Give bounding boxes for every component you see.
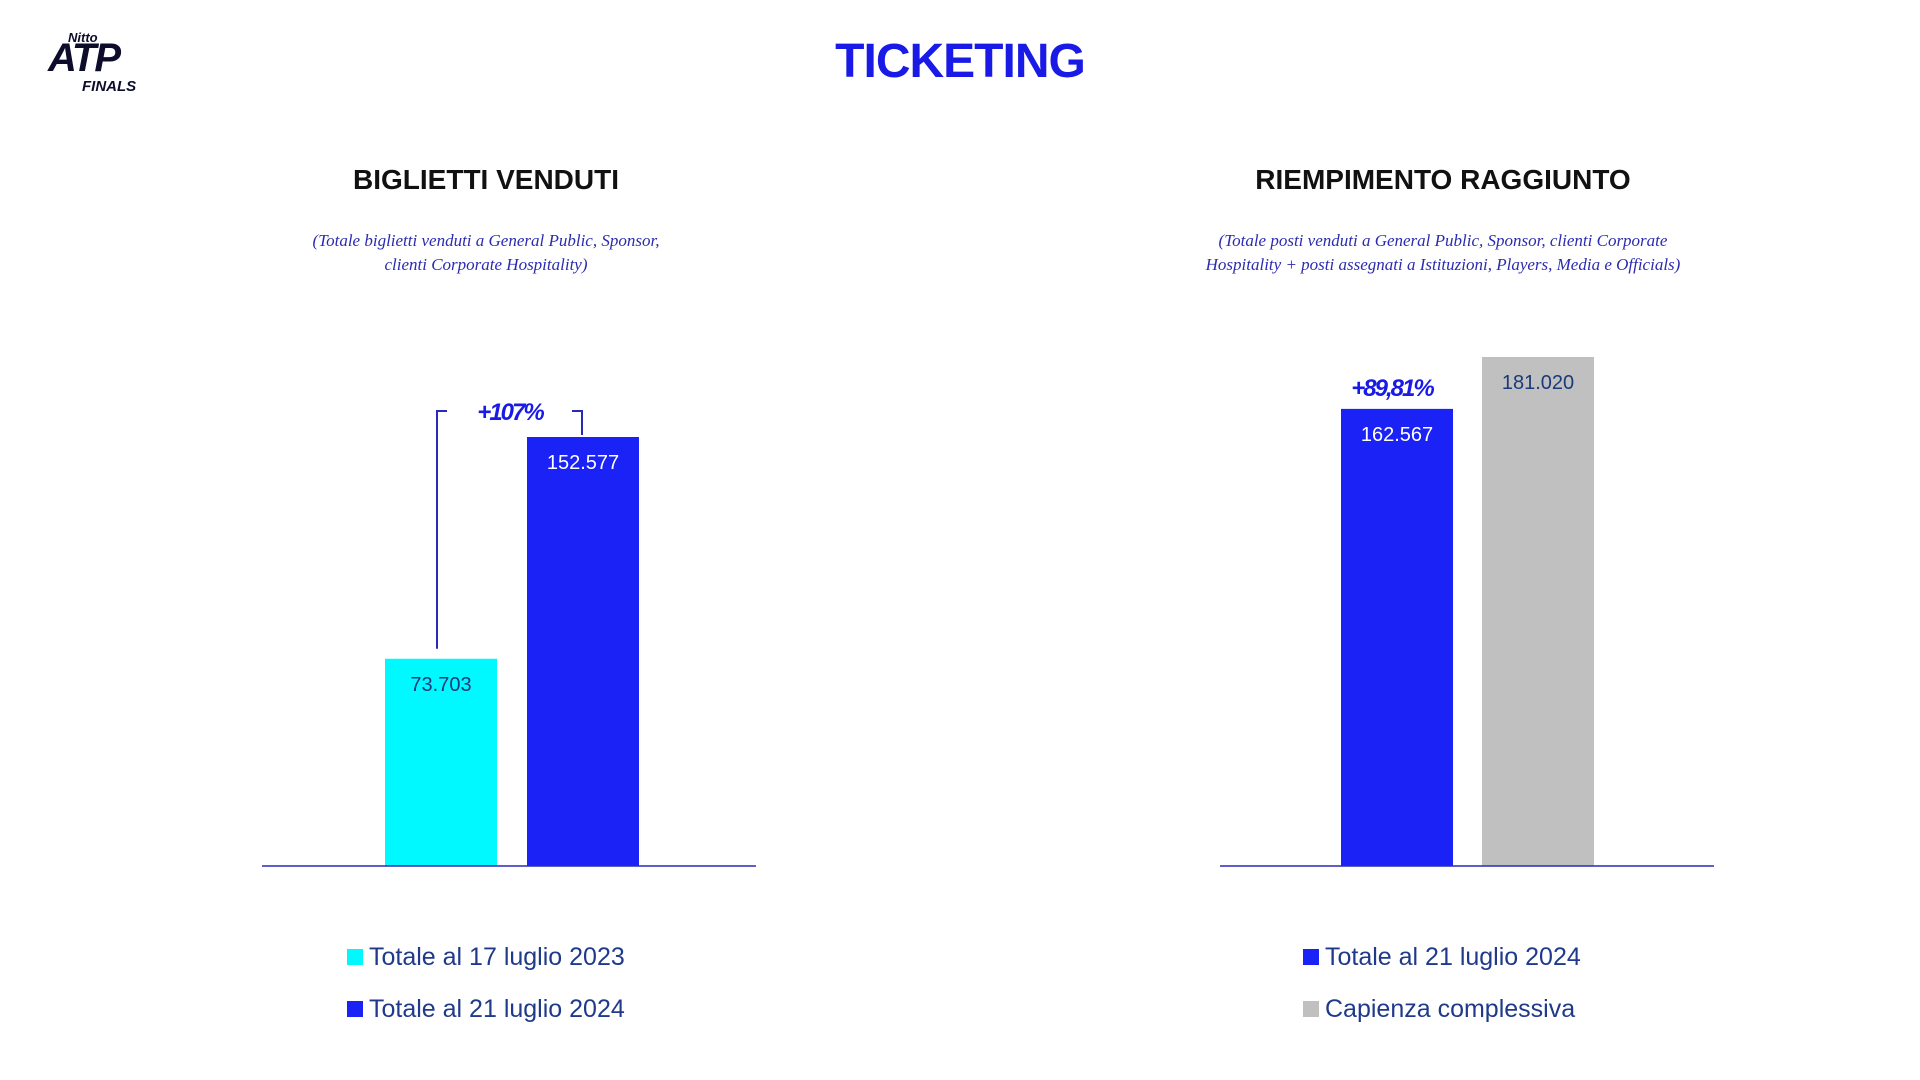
legend-item-2024: Totale al 21 luglio 2024 [347,994,625,1024]
left-chart-note: (Totale biglietti venduti a General Publ… [166,229,806,277]
atp-finals-logo: Nitto ATP FINALS [44,30,156,96]
logo-brand-top: Nitto [68,30,98,45]
legend-label-2023: Totale al 17 luglio 2023 [369,942,625,971]
left-bar-1 [385,658,497,866]
left-growth-bracket-left [436,410,447,649]
legend-label-2024-right: Totale al 21 luglio 2024 [1325,942,1581,971]
legend-swatch-blue [347,1001,363,1017]
right-chart-note-line1: (Totale posti venduti a General Public, … [1218,231,1668,250]
legend-item-2024-right: Totale al 21 luglio 2024 [1303,942,1581,972]
left-chart-title: BIGLIETTI VENDUTI [353,164,619,195]
left-bar-2-label: 152.577 [547,452,619,474]
left-chart-note-line2: clienti Corporate Hospitality) [384,255,588,274]
legend-label-2024: Totale al 21 luglio 2024 [369,994,625,1023]
right-growth-label: +89,81% [1351,375,1434,402]
legend-item-capacity: Capienza complessiva [1303,994,1581,1024]
page-title: TICKETING [835,35,1086,88]
left-bar-2 [527,437,639,866]
legend-swatch-grey [1303,1001,1319,1017]
right-bar-2-label: 181.020 [1502,372,1574,394]
logo-brand-sub: FINALS [82,78,137,95]
left-growth-label: +107% [477,399,544,426]
logo-brand-main: ATP [48,36,121,80]
legend-swatch-cyan [347,949,363,965]
left-bar-1-label: 73.703 [410,674,471,696]
left-legend: Totale al 17 luglio 2023 Totale al 21 lu… [347,942,625,1046]
right-bar-1-label: 162.567 [1361,424,1433,446]
legend-label-capacity: Capienza complessiva [1325,994,1576,1023]
right-chart-title: RIEMPIMENTO RAGGIUNTO [1255,164,1631,195]
right-bar-2 [1482,357,1594,866]
legend-swatch-blue-right [1303,949,1319,965]
right-legend: Totale al 21 luglio 2024 Capienza comple… [1303,942,1581,1046]
right-bar-1 [1341,408,1453,866]
left-growth-bracket-right [572,410,583,435]
right-chart-note-line2: Hospitality + posti assegnati a Istituzi… [1205,255,1681,274]
left-chart-note-line1: (Totale biglietti venduti a General Publ… [312,231,660,250]
legend-item-2023: Totale al 17 luglio 2023 [347,942,625,972]
right-chart-note: (Totale posti venduti a General Public, … [1123,229,1763,277]
